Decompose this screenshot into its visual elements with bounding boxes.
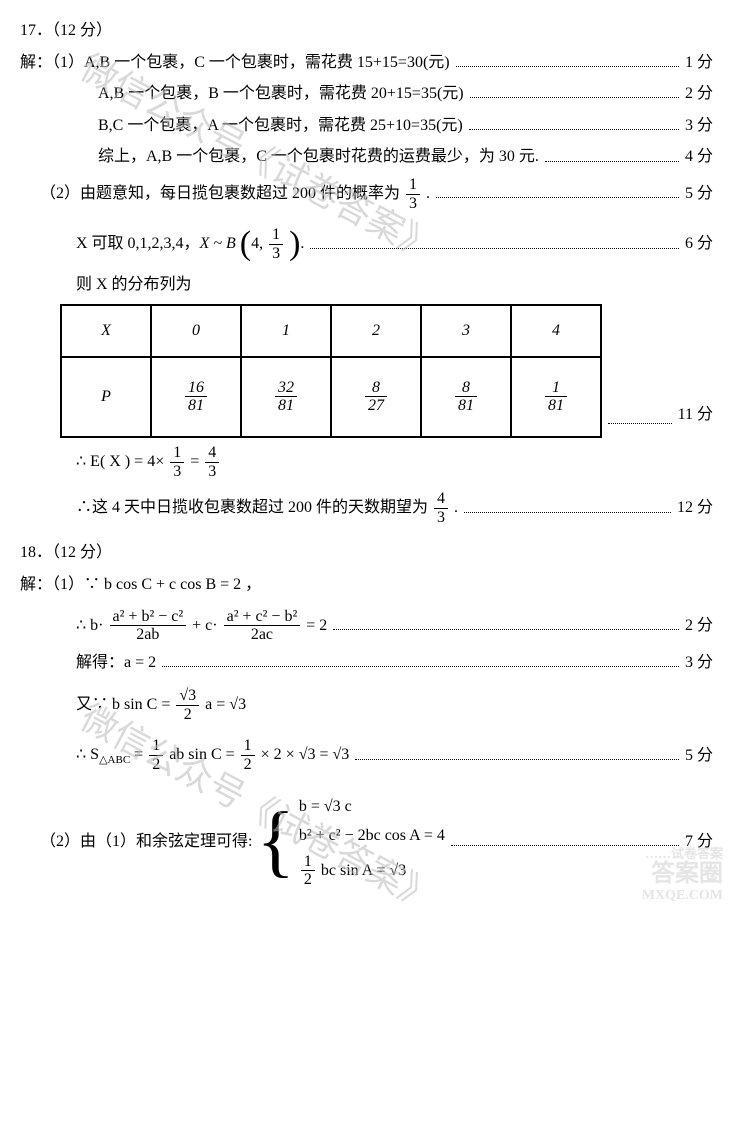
table-row: P 1681 3281 827 881 181: [61, 357, 601, 437]
score-4: 4 分: [685, 144, 713, 170]
dots: [355, 747, 679, 760]
q17-line3: B,C 一个包裹，A 一个包裹时，需花费 25+10=35(元): [98, 113, 463, 139]
q18-header: 18．（12 分）: [20, 540, 112, 566]
q18-l1: 解：（1）∵ b cos C + c cos B = 2 ，: [20, 572, 261, 598]
q18-l3: 解得：a = 2: [76, 650, 156, 676]
score-12: 12 分: [677, 495, 713, 521]
score-2: 2 分: [685, 81, 713, 107]
q17-line4: 综上，A,B 一个包裹，C 一个包裹时花费的运费最少，为 30 元.: [98, 144, 539, 170]
table-row: X 0 1 2 3 4: [61, 305, 601, 357]
dots: [451, 833, 679, 846]
left-brace-icon: {: [256, 801, 294, 881]
q17-line2: A,B 一个包裹，B 一个包裹时，需花费 20+15=35(元): [98, 81, 464, 107]
score-3: 3 分: [685, 113, 713, 139]
q17-conclusion: ∴这 4 天中日揽收包裹数超过 200 件的天数期望为 43 .: [76, 490, 458, 526]
corner-logo: ……试卷答案 答案圈 MXQE.COM: [642, 847, 723, 903]
dots: [464, 500, 671, 513]
expectation-line: ∴ E( X ) = 4× 13 = 43: [20, 444, 713, 480]
q17-line1: 解：（1）A,B 一个包裹，C 一个包裹时，需花费 15+15=30(元): [20, 50, 450, 76]
dots: [469, 117, 679, 130]
score-5: 5 分: [685, 181, 713, 207]
dots: [470, 86, 679, 99]
score-11: 11 分: [678, 402, 713, 428]
table-caption: 则 X 的分布列为: [20, 272, 713, 298]
dots: [333, 617, 679, 630]
dots: [310, 236, 679, 249]
dots: [456, 54, 679, 67]
q17-header: 17．（12 分）: [20, 18, 112, 44]
q17-line5: （2）由题意知，每日揽包裹数超过 200 件的概率为 13 .: [40, 176, 430, 212]
q17-line6: X 可取 0,1,2,3,4，X ~ B (4, 13 ).: [76, 226, 304, 262]
q18-l5: ∴ S△ABC = 12 ab sin C = 12 × 2 × √3 = √3: [76, 737, 349, 773]
score-5b: 5 分: [685, 743, 713, 769]
score-6: 6 分: [685, 231, 713, 257]
distribution-table: X 0 1 2 3 4 P 1681 3281 827 881 181: [60, 304, 602, 438]
score-3b: 3 分: [685, 650, 713, 676]
q18-l2: ∴ b· a² + b² − c²2ab + c· a² + c² − b²2a…: [76, 608, 327, 644]
score-1: 1 分: [685, 50, 713, 76]
dots: [162, 654, 679, 667]
score-2b: 2 分: [685, 613, 713, 639]
dots: [436, 186, 679, 199]
q18-l4: 又∵ b sin C = √32 a = √3: [20, 687, 713, 723]
q18-l6: （2）由（1）和余弦定理可得: { b = √3 c b² + c² − 2bc…: [40, 790, 445, 893]
dots: [608, 411, 672, 424]
dots: [545, 149, 679, 162]
